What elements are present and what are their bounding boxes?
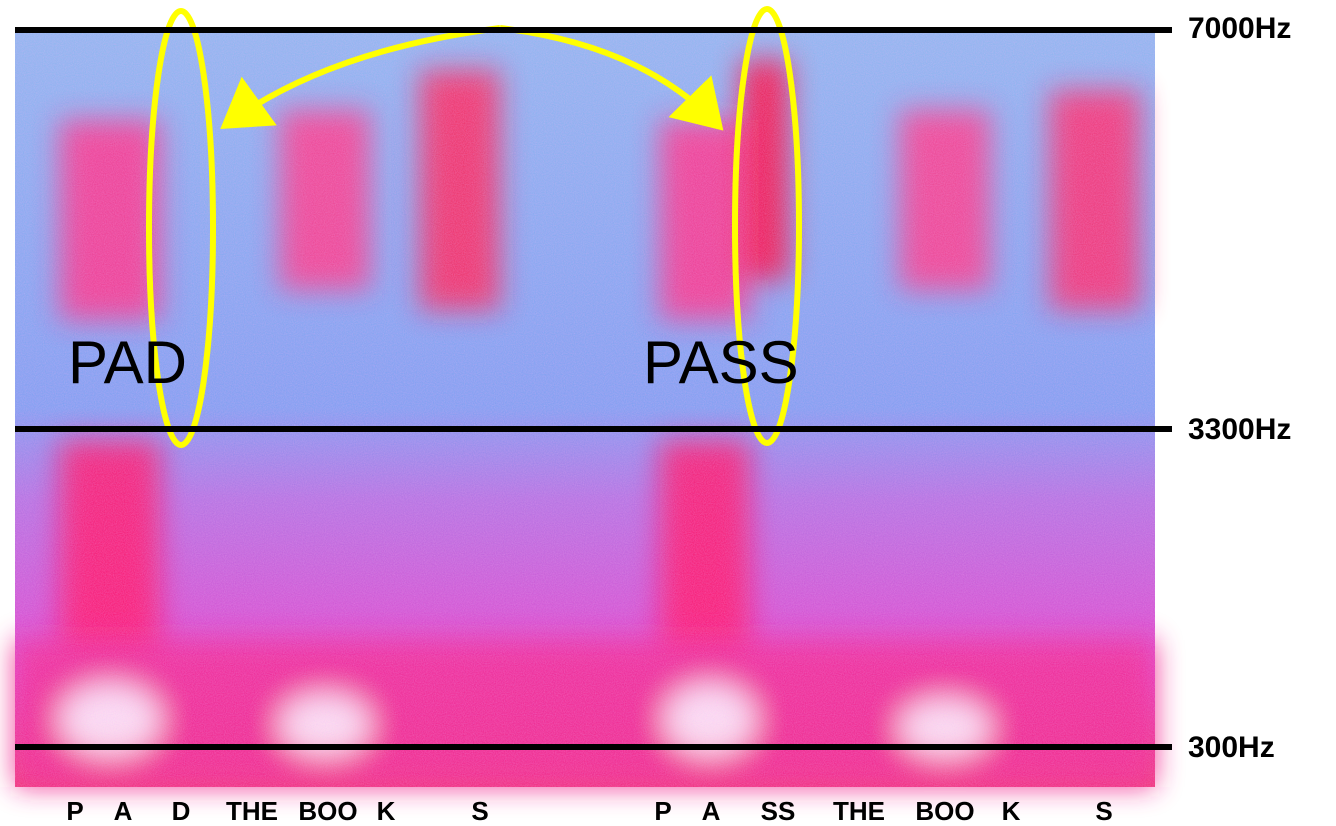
segment-label: BOO xyxy=(915,796,974,826)
frequency-label: 3300Hz xyxy=(1188,413,1291,446)
segment-label: THE xyxy=(833,796,885,826)
frequency-label: 300Hz xyxy=(1188,731,1275,764)
word-annotation: PAD xyxy=(68,329,187,396)
segment-label: K xyxy=(377,796,396,826)
segment-label: K xyxy=(1002,796,1021,826)
segment-label: S xyxy=(1095,796,1112,826)
word-annotation: PASS xyxy=(643,329,799,396)
segment-label: BOO xyxy=(298,796,357,826)
segment-label: D xyxy=(172,796,191,826)
segment-label: P xyxy=(66,796,83,826)
segment-label: SS xyxy=(761,796,796,826)
frequency-label: 7000Hz xyxy=(1188,12,1291,45)
segment-label: THE xyxy=(226,796,278,826)
segment-label: P xyxy=(654,796,671,826)
segment-label: A xyxy=(114,796,133,826)
spectrogram xyxy=(15,28,1155,787)
segment-label: S xyxy=(471,796,488,826)
segment-label: A xyxy=(702,796,721,826)
spectrogram-figure: 7000Hz 3300Hz 300Hz PAD PASS PADTHEBOOKS… xyxy=(0,0,1336,826)
segment-labels: P A D THE BOO K S P A SS THE BOO K S xyxy=(66,796,1112,826)
